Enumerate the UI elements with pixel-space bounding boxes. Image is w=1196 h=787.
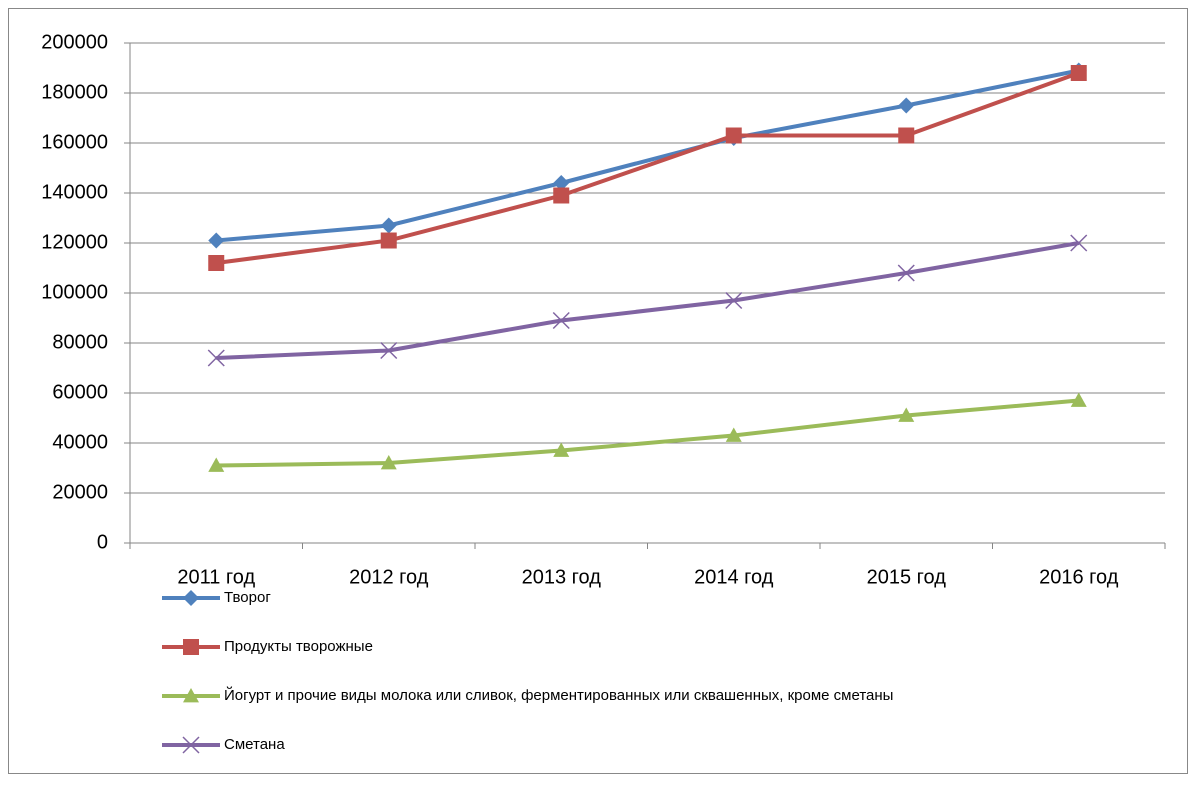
x-tick-label: 2014 год xyxy=(694,566,774,588)
y-tick-label: 40000 xyxy=(52,431,108,453)
y-tick-label: 0 xyxy=(97,531,108,553)
data-point xyxy=(1070,65,1087,81)
data-point xyxy=(380,455,397,470)
legend-marker xyxy=(182,736,200,754)
data-point xyxy=(380,217,397,234)
data-point xyxy=(208,232,225,249)
chart-border xyxy=(8,8,1188,774)
legend-label: Продукты творожные xyxy=(224,638,373,655)
legend-marker xyxy=(183,688,199,703)
x-tick-label: 2012 год xyxy=(349,566,429,588)
y-tick-label: 80000 xyxy=(52,331,108,353)
y-tick-label: 140000 xyxy=(41,181,108,203)
y-tick-label: 60000 xyxy=(52,381,108,403)
y-tick-label: 180000 xyxy=(41,81,108,103)
x-tick-label: 2011 год xyxy=(177,566,255,588)
legend-label: Сметана xyxy=(224,736,285,753)
data-point xyxy=(725,427,742,442)
legend-marker xyxy=(183,639,199,655)
data-point xyxy=(898,407,915,422)
series-line xyxy=(215,71,1080,265)
data-point xyxy=(897,264,915,282)
data-point xyxy=(208,255,225,271)
x-tick-label: 2016 год xyxy=(1039,566,1119,588)
data-point xyxy=(725,291,743,310)
data-point xyxy=(207,349,225,367)
data-point xyxy=(1070,392,1087,407)
data-point xyxy=(553,175,570,191)
series-line xyxy=(216,241,1080,360)
data-point xyxy=(898,127,915,144)
y-tick-label: 200000 xyxy=(41,31,108,53)
data-point xyxy=(208,457,225,472)
x-tick-label: 2015 год xyxy=(867,566,947,588)
y-tick-label: 20000 xyxy=(52,481,108,503)
y-tick-label: 100000 xyxy=(41,281,108,303)
data-point xyxy=(380,232,397,249)
data-point xyxy=(725,127,742,144)
data-point xyxy=(380,341,398,360)
x-tick-label: 2013 год xyxy=(522,566,602,588)
data-point xyxy=(553,187,570,204)
data-point xyxy=(898,97,915,114)
y-tick-label: 160000 xyxy=(41,131,108,153)
data-point xyxy=(1070,234,1088,252)
legend-label: Йогурт и прочие виды молока или сливок, … xyxy=(224,686,893,704)
data-point xyxy=(552,311,570,330)
series-line xyxy=(216,398,1079,468)
y-tick-label: 120000 xyxy=(41,231,108,253)
data-point xyxy=(553,442,570,457)
legend-label: Творог xyxy=(224,589,271,606)
series-line xyxy=(216,68,1080,243)
legend-marker xyxy=(183,590,199,606)
